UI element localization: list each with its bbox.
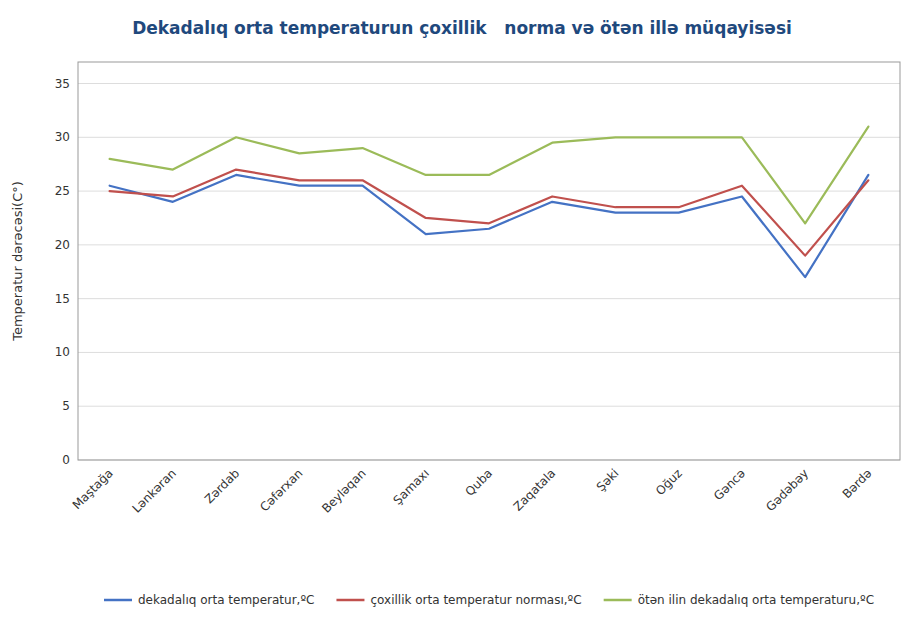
x-tick-label: Beyləqan: [319, 466, 369, 516]
x-tick-label: Gədəbəy: [763, 466, 811, 514]
x-tick-label: Zaqatala: [511, 466, 559, 514]
legend-item: ötən ilin dekadalıq orta temperaturu,ºC: [604, 593, 874, 607]
legend-swatch: [104, 599, 132, 602]
x-tick-label: Zərdab: [202, 466, 242, 506]
grid-line: [78, 298, 900, 299]
title: Dekadalıq orta temperaturun çoxillik nor…: [132, 18, 792, 38]
x-axis: Maştağa Lənkəran Zərdab Cəfərxan Beyləqan Şam…: [70, 466, 875, 516]
chart: Dekadalıq orta temperaturun çoxillik nor…: [0, 0, 924, 630]
y-axis-label: Temperatur dərəcəsi(C°): [10, 181, 25, 342]
plot-area: [78, 62, 900, 460]
legend-swatch: [336, 599, 364, 602]
grid-line: [78, 83, 900, 84]
x-tick-label: Gəncə: [711, 466, 748, 503]
legend-item: çoxillik orta temperatur norması,ºC: [336, 593, 581, 607]
y-tick-label: 15: [55, 292, 70, 306]
y-tick-label: 25: [55, 184, 70, 198]
x-tick-label: Lənkəran: [130, 466, 179, 515]
legend: dekadalıq orta temperatur,ºC çoxillik ort…: [104, 593, 874, 607]
y-tick-label: 0: [62, 453, 70, 467]
y-tick-label: 30: [55, 130, 70, 144]
x-tick-label: Bərdə: [840, 466, 875, 501]
x-tick-label: Maştağa: [70, 466, 116, 512]
y-tick-label: 35: [55, 77, 70, 91]
x-tick-label: Şamaxı: [391, 466, 432, 507]
legend-label: ötən ilin dekadalıq orta temperaturu,ºC: [638, 593, 874, 607]
x-tick-label: Quba: [463, 466, 496, 499]
series-line: [110, 127, 869, 224]
grid-line: [78, 244, 900, 245]
y-tick-label: 20: [55, 238, 70, 252]
plot-frame: [78, 62, 900, 460]
grid-line: [78, 406, 900, 407]
x-tick-label: Cəfərxan: [257, 466, 305, 514]
grid-line: [78, 137, 900, 138]
legend-swatch: [604, 599, 632, 602]
legend-label: dekadalıq orta temperatur,ºC: [138, 593, 314, 607]
x-tick-label: Şəki: [594, 466, 622, 494]
y-tick-label: 10: [55, 345, 70, 359]
grid-line: [78, 352, 900, 353]
legend-item: dekadalıq orta temperatur,ºC: [104, 593, 314, 607]
series-line: [110, 170, 869, 256]
grid: [78, 84, 900, 460]
legend-label: çoxillik orta temperatur norması,ºC: [370, 593, 581, 607]
y-tick-label: 5: [62, 399, 70, 413]
x-tick-label: Oğuz: [653, 466, 685, 498]
lines: [110, 127, 869, 278]
y-axis: 0 5 10 15 20 25 30 35: [55, 77, 70, 467]
series-line: [110, 175, 869, 277]
